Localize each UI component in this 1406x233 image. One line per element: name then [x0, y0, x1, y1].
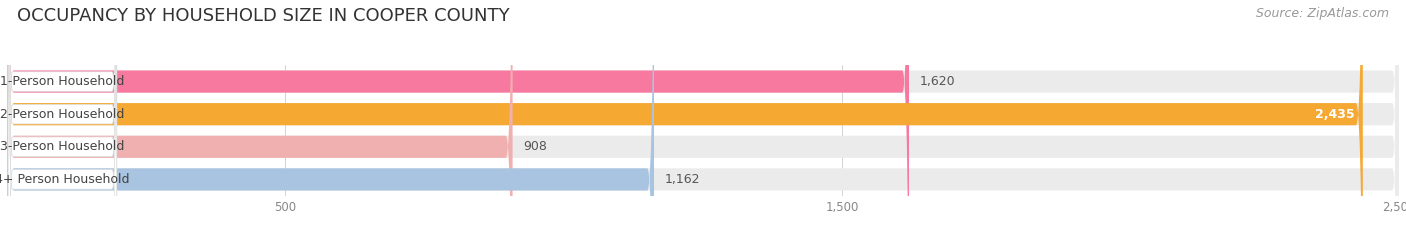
Text: 4+ Person Household: 4+ Person Household: [0, 173, 129, 186]
Text: 2,435: 2,435: [1315, 108, 1354, 121]
FancyBboxPatch shape: [7, 0, 1399, 233]
Text: Source: ZipAtlas.com: Source: ZipAtlas.com: [1256, 7, 1389, 20]
FancyBboxPatch shape: [7, 0, 1362, 233]
FancyBboxPatch shape: [7, 0, 910, 233]
FancyBboxPatch shape: [7, 0, 513, 233]
FancyBboxPatch shape: [8, 0, 117, 233]
FancyBboxPatch shape: [8, 0, 117, 233]
Text: 1-Person Household: 1-Person Household: [0, 75, 125, 88]
Text: 1,162: 1,162: [665, 173, 700, 186]
Text: 3-Person Household: 3-Person Household: [0, 140, 125, 153]
FancyBboxPatch shape: [7, 0, 1399, 233]
FancyBboxPatch shape: [7, 0, 1399, 233]
Text: 908: 908: [523, 140, 547, 153]
FancyBboxPatch shape: [8, 0, 117, 233]
FancyBboxPatch shape: [7, 0, 1399, 233]
FancyBboxPatch shape: [8, 0, 117, 233]
FancyBboxPatch shape: [7, 0, 654, 233]
Text: 2-Person Household: 2-Person Household: [0, 108, 125, 121]
Text: 1,620: 1,620: [920, 75, 956, 88]
Text: OCCUPANCY BY HOUSEHOLD SIZE IN COOPER COUNTY: OCCUPANCY BY HOUSEHOLD SIZE IN COOPER CO…: [17, 7, 509, 25]
